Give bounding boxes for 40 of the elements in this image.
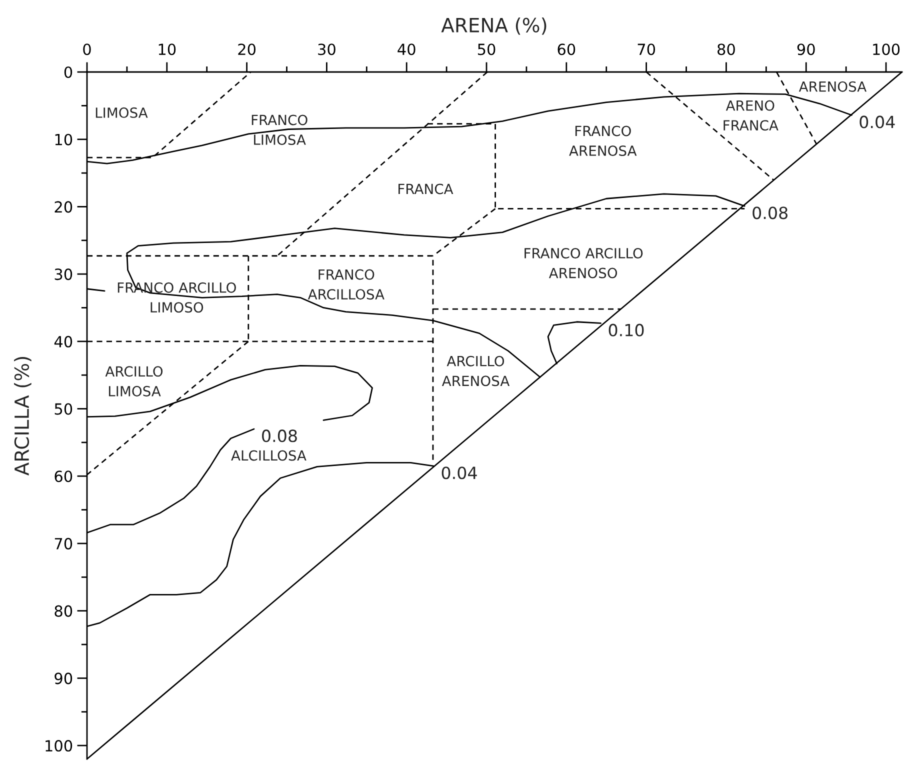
y-tick-label: 90 [54,672,72,684]
annotation: 0.08 [752,206,788,220]
x-tick-label: 90 [797,44,815,56]
annotation: FRANCO ARENOSA [569,126,637,156]
x-axis-title: ARENA (%) [441,17,546,35]
y-tick-label: 60 [54,470,72,482]
annotation: ARCILLO LIMOSA [105,366,163,396]
x-tick-label: 80 [718,44,735,56]
x-tick-label: 60 [558,44,576,56]
annotation: ARENO FRANCA [724,100,778,131]
x-tick-label: 20 [238,44,256,56]
annotation: 0.04 [860,116,895,128]
annotation: ARENOSA [798,81,867,92]
y-tick-label: 50 [54,403,72,415]
x-tick-label: 10 [158,44,176,56]
y-tick-label: 40 [54,336,72,348]
annotation: 0.08 [262,430,297,442]
x-tick-label: 50 [478,44,496,56]
y-tick-label: 20 [54,201,72,213]
annotation: FRANCO ARCILLO ARENOSO [524,248,643,278]
annotation: FRANCO ARCILLOSA [308,269,384,300]
x-tick-label: 70 [638,44,656,56]
y-tick-label: 70 [54,538,72,550]
x-tick-label: 40 [398,44,416,56]
annotation: ARCILLO ARENOSA [442,356,510,386]
annotation: FRANCA [398,184,454,194]
annotation: 0.04 [442,466,477,480]
annotation: ALCILLOSA [231,450,306,461]
annotation: 0.10 [608,324,644,336]
y-tick-label: 100 [46,740,72,752]
y-axis-title: ARCILLA (%) [14,356,32,476]
y-tick-label: 80 [54,605,72,617]
y-tick-label: 0 [64,66,72,78]
y-tick-label: 10 [55,134,72,146]
y-tick-label: 30 [54,268,72,280]
x-tick-label: 100 [873,44,900,56]
annotation: FRANCO LIMOSA [252,114,308,145]
annotation: LIMOSA [96,107,148,118]
x-tick-label: 0 [83,44,91,56]
x-tick-label: 30 [318,44,336,56]
